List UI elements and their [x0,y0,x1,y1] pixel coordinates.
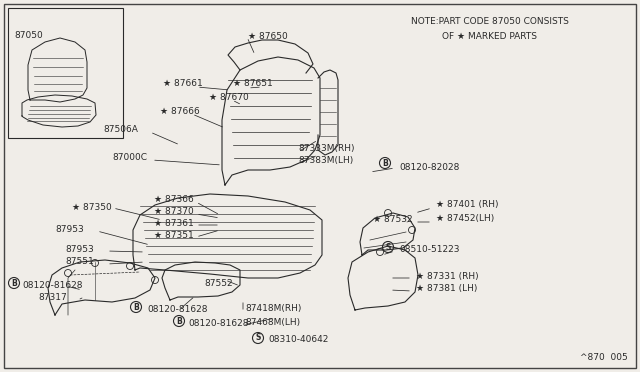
Text: 08120-81628: 08120-81628 [188,318,248,327]
Text: 87506A: 87506A [103,125,138,134]
Text: 87551: 87551 [65,257,93,266]
Text: ★ 87661: ★ 87661 [163,78,203,87]
Text: 08120-82028: 08120-82028 [399,163,460,171]
Text: 87953: 87953 [55,224,84,234]
Text: OF ★ MARKED PARTS: OF ★ MARKED PARTS [442,32,538,41]
Text: 87050: 87050 [14,32,43,41]
Text: ★ 87666: ★ 87666 [160,106,200,115]
Text: 08310-40642: 08310-40642 [268,336,328,344]
Text: ★ 87670: ★ 87670 [209,93,249,102]
Text: 87552: 87552 [204,279,232,289]
Text: 87317: 87317 [38,294,67,302]
Text: ^870  005: ^870 005 [580,353,628,362]
Text: ★ 87366: ★ 87366 [154,195,194,203]
Text: 87333M(RH): 87333M(RH) [298,144,355,153]
Text: ★ 87532: ★ 87532 [373,215,413,224]
Text: B: B [382,158,388,167]
Text: NOTE:PART CODE 87050 CONSISTS: NOTE:PART CODE 87050 CONSISTS [411,17,569,26]
Text: ★ 87381 (LH): ★ 87381 (LH) [416,285,477,294]
Text: S: S [255,334,260,343]
Text: ★ 87331 (RH): ★ 87331 (RH) [416,272,479,280]
Text: 87383M(LH): 87383M(LH) [298,157,353,166]
Bar [8,8,123,138]
Text: ★ 87370: ★ 87370 [154,206,194,215]
Text: S: S [385,243,390,251]
Text: ★ 87401 (RH): ★ 87401 (RH) [436,201,499,209]
Text: ★ 87452(LH): ★ 87452(LH) [436,215,494,224]
Text: ★ 87650: ★ 87650 [248,32,288,41]
Text: B: B [176,317,182,326]
Text: ★ 87361: ★ 87361 [154,218,194,228]
Text: 87468M(LH): 87468M(LH) [245,317,300,327]
Text: ★ 87651: ★ 87651 [233,78,273,87]
Text: 87000C: 87000C [112,154,147,163]
Text: 87418M(RH): 87418M(RH) [245,305,301,314]
Text: 87953: 87953 [65,244,93,253]
Text: 08510-51223: 08510-51223 [399,244,460,253]
Text: 08120-81628: 08120-81628 [22,280,83,289]
Text: ★ 87351: ★ 87351 [154,231,194,240]
Text: B: B [11,279,17,288]
Text: ★ 87350: ★ 87350 [72,202,112,212]
Text: B: B [133,302,139,311]
Text: 08120-81628: 08120-81628 [147,305,207,314]
